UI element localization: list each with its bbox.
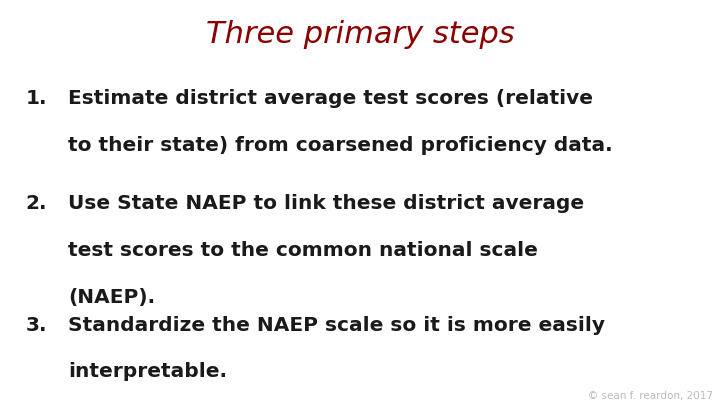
Text: Estimate district average test scores (relative: Estimate district average test scores (r…: [68, 89, 593, 108]
Text: Use State NAEP to link these district average: Use State NAEP to link these district av…: [68, 194, 585, 213]
Text: interpretable.: interpretable.: [68, 362, 228, 382]
Text: © sean f. reardon, 2017: © sean f. reardon, 2017: [588, 391, 713, 401]
Text: test scores to the common national scale: test scores to the common national scale: [68, 241, 539, 260]
Text: 1.: 1.: [25, 89, 47, 108]
Text: (NAEP).: (NAEP).: [68, 288, 156, 307]
Text: 2.: 2.: [25, 194, 47, 213]
Text: Three primary steps: Three primary steps: [206, 20, 514, 49]
Text: 3.: 3.: [25, 316, 47, 335]
Text: Standardize the NAEP scale so it is more easily: Standardize the NAEP scale so it is more…: [68, 316, 606, 335]
Text: to their state) from coarsened proficiency data.: to their state) from coarsened proficien…: [68, 136, 613, 155]
